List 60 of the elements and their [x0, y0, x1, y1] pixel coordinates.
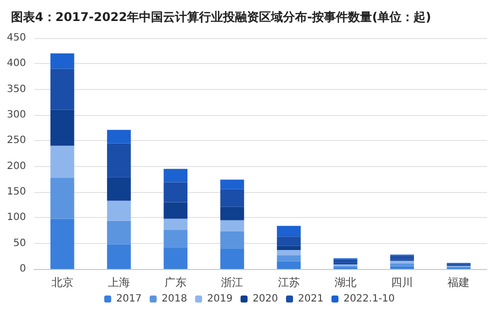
bar: [107, 244, 131, 269]
bar: [276, 246, 301, 250]
bar: [220, 206, 244, 220]
x-tick-label: 四川: [391, 276, 414, 289]
bar: [107, 130, 131, 144]
bar: [164, 202, 188, 219]
y-tick-label: 350: [6, 84, 26, 95]
bar: [50, 218, 74, 269]
legend-label: 2021: [298, 294, 324, 304]
legend-label: 2017: [116, 294, 142, 304]
bar: [50, 146, 74, 178]
x-tick-label: 湖北: [334, 276, 356, 289]
bar: [276, 255, 301, 262]
x-tick-label: 上海: [108, 276, 130, 289]
x-tick-label: 北京: [51, 276, 74, 289]
x-tick-label: 江苏: [278, 276, 300, 289]
bar: [276, 236, 301, 246]
legend-label: 2022.1-10: [343, 294, 395, 304]
legend-label: 2018: [162, 294, 188, 304]
bar: [50, 110, 74, 146]
bar: [390, 266, 414, 269]
bar: [50, 53, 74, 69]
y-tick-label: 50: [13, 238, 26, 249]
bar: [220, 220, 244, 232]
y-tick-label: 100: [6, 212, 26, 224]
y-tick-label: 250: [6, 135, 26, 146]
bar: [276, 261, 301, 269]
bar: [164, 230, 188, 248]
bar: [334, 259, 358, 263]
y-tick-label: 300: [6, 110, 26, 120]
y-tick-label: 150: [6, 186, 26, 198]
chart-title: 图表4：2017-2022年中国云计算行业投融资区域分布-按事件数量(单位：起): [11, 10, 432, 24]
bar: [107, 200, 131, 221]
bar: [390, 263, 414, 266]
y-tick-label: 450: [6, 32, 26, 44]
bar: [220, 232, 244, 249]
bar: [164, 182, 188, 202]
bar: [50, 178, 74, 219]
bar: [50, 68, 74, 110]
x-tick-label: 福建: [448, 276, 470, 289]
bar: [390, 256, 414, 260]
bar: [164, 218, 188, 230]
bar: [220, 248, 244, 269]
bar: [276, 250, 301, 256]
y-tick-label: 0: [20, 264, 26, 274]
bar: [107, 220, 131, 244]
legend-label: 2020: [252, 294, 278, 304]
bar: [107, 177, 131, 201]
bar: [220, 180, 244, 190]
bar: [164, 248, 188, 269]
y-tick-label: 200: [6, 160, 26, 172]
bar: [220, 189, 244, 207]
y-tick-label: 400: [6, 58, 26, 70]
bar: [390, 260, 414, 264]
bar: [107, 143, 131, 178]
bar: [276, 226, 301, 237]
bar: [164, 168, 188, 182]
legend-label: 2019: [207, 294, 233, 304]
x-tick-label: 广东: [164, 276, 187, 289]
x-tick-label: 浙江: [221, 276, 244, 289]
